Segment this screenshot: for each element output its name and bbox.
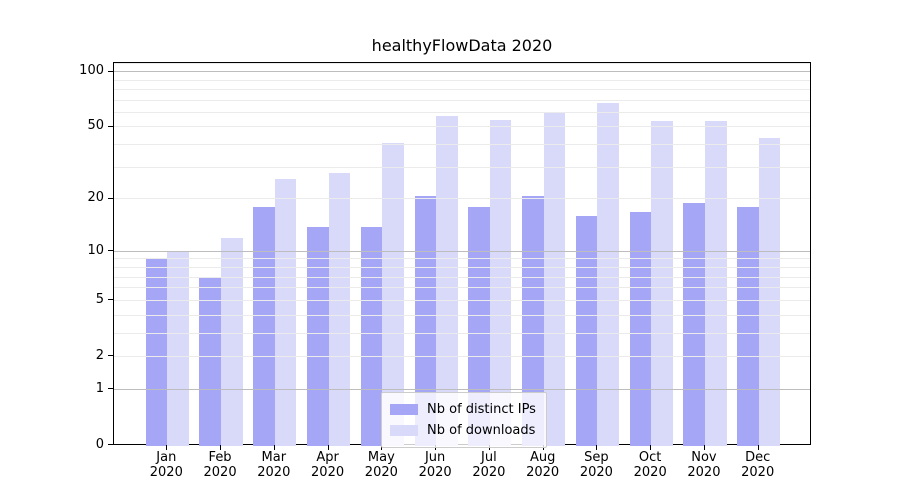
- gridline-major-10: [114, 250, 810, 252]
- y-tick-label-1: 1: [95, 380, 104, 396]
- y-tick-50: [108, 125, 113, 127]
- bar-ips-jan: [145, 259, 168, 446]
- legend-label-downloads: Nb of downloads: [427, 423, 536, 438]
- gridline-minor-5: [114, 299, 810, 301]
- y-tick-20: [108, 197, 113, 199]
- x-tick-label-jul: Jul 2020: [472, 450, 506, 480]
- bar-ips-apr: [306, 226, 329, 446]
- bar-downloads-apr: [328, 173, 351, 446]
- plot-area: [113, 62, 811, 446]
- gridline-minor-7: [114, 276, 810, 278]
- y-tick-label-5: 5: [95, 291, 104, 307]
- legend: Nb of distinct IPs Nb of downloads: [381, 392, 547, 448]
- gridline-minor-50: [114, 126, 810, 128]
- y-tick-label-0: 0: [95, 437, 104, 452]
- bar-downloads-sep: [597, 102, 619, 446]
- bar-ips-jun: [414, 195, 437, 446]
- bar-ips-may: [360, 226, 383, 446]
- bar-ips-aug: [522, 195, 544, 446]
- gridline-minor-60: [114, 111, 810, 113]
- bar-ips-feb: [199, 277, 222, 446]
- gridline-minor-3: [114, 332, 810, 334]
- x-tick-mar: [273, 445, 275, 450]
- gridline-minor-2: [114, 355, 810, 357]
- gridline-minor-6: [114, 287, 810, 289]
- x-tick-label-apr: Apr 2020: [311, 450, 345, 480]
- x-tick-label-feb: Feb 2020: [203, 450, 237, 480]
- gridline-minor-8: [114, 266, 810, 268]
- x-tick-label-dec: Dec 2020: [741, 450, 775, 480]
- bar-downloads-dec: [758, 137, 781, 446]
- bars-layer: [114, 63, 810, 446]
- x-tick-label-sep: Sep 2020: [579, 450, 613, 480]
- bar-downloads-may: [382, 143, 404, 446]
- legend-swatch-downloads: [390, 425, 418, 436]
- bar-downloads-jul: [489, 119, 512, 446]
- gridline-minor-9: [114, 258, 810, 260]
- bar-downloads-jun: [436, 115, 458, 446]
- y-tick-1: [108, 388, 113, 390]
- bar-downloads-feb: [221, 238, 243, 446]
- x-tick-dec: [757, 445, 759, 450]
- gridline-minor-20: [114, 198, 810, 200]
- y-tick-label-20: 20: [87, 190, 104, 206]
- x-tick-label-may: May 2020: [364, 450, 398, 480]
- gridline-minor-40: [114, 144, 810, 146]
- gridline-major-1: [114, 388, 810, 390]
- y-tick-2: [108, 355, 113, 357]
- bar-ips-nov: [683, 203, 705, 446]
- y-tick-10: [108, 250, 113, 252]
- legend-item-downloads: Nb of downloads: [390, 420, 536, 441]
- y-tick-label-50: 50: [87, 118, 104, 134]
- chart-title: healthyFlowData 2020: [371, 36, 553, 55]
- x-tick-apr: [327, 445, 329, 450]
- x-tick-label-oct: Oct 2020: [633, 450, 667, 480]
- gridline-minor-80: [114, 88, 810, 90]
- y-tick-0: [108, 444, 113, 445]
- gridline-minor-30: [114, 166, 810, 168]
- gridline-major-100: [114, 71, 810, 73]
- y-tick-label-10: 10: [87, 242, 104, 258]
- gridline-minor-90: [114, 79, 810, 81]
- gridline-minor-110: [114, 63, 810, 65]
- bar-downloads-oct: [651, 121, 673, 446]
- x-tick-jan: [166, 445, 168, 450]
- gridline-minor-4: [114, 314, 810, 316]
- x-tick-sep: [596, 445, 598, 450]
- bar-downloads-aug: [543, 111, 566, 446]
- legend-item-distinct-ips: Nb of distinct IPs: [390, 399, 536, 420]
- x-tick-nov: [703, 445, 705, 450]
- x-tick-label-aug: Aug 2020: [526, 450, 560, 480]
- bar-downloads-nov: [704, 121, 727, 446]
- bar-ips-sep: [575, 216, 598, 446]
- x-tick-oct: [650, 445, 652, 450]
- grid-layer: [114, 63, 810, 444]
- y-tick-5: [108, 299, 113, 301]
- y-tick-label-100: 100: [79, 63, 104, 79]
- bar-ips-oct: [629, 211, 652, 446]
- y-tick-label-2: 2: [95, 347, 104, 363]
- x-tick-label-nov: Nov 2020: [687, 450, 721, 480]
- legend-swatch-distinct-ips: [390, 404, 418, 415]
- legend-label-distinct-ips: Nb of distinct IPs: [427, 402, 536, 417]
- x-tick-label-jun: Jun 2020: [418, 450, 452, 480]
- bar-downloads-mar: [274, 178, 297, 446]
- x-tick-feb: [220, 445, 222, 450]
- gridline-minor-70: [114, 99, 810, 101]
- x-tick-label-jan: Jan 2020: [149, 450, 183, 480]
- x-tick-label-mar: Mar 2020: [257, 450, 291, 480]
- y-tick-100: [108, 70, 113, 72]
